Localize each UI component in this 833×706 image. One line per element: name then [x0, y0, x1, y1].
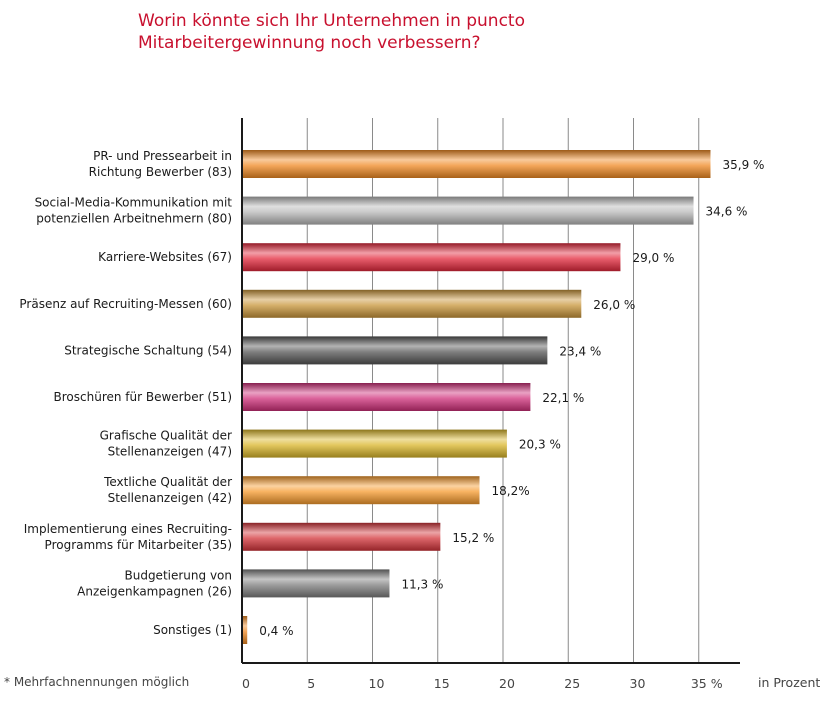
x-tick-label: 10 — [369, 676, 385, 691]
bar — [242, 289, 582, 318]
bar — [242, 476, 480, 505]
category-label: Broschüren für Bewerber (51) — [54, 390, 232, 404]
category-label: Richtung Bewerber (83) — [89, 165, 232, 179]
category-label: Textliche Qualität der — [103, 475, 232, 489]
category-label: Präsenz auf Recruiting-Messen (60) — [19, 297, 232, 311]
data-label: 23,4 % — [559, 344, 601, 358]
bar — [242, 383, 531, 411]
category-label: Budgetierung von — [124, 568, 232, 582]
category-label: Strategische Schaltung (54) — [64, 343, 232, 357]
bars — [242, 150, 711, 644]
x-tick-label: 0 — [242, 676, 250, 691]
bar — [242, 243, 621, 272]
data-label: 34,6 % — [706, 205, 748, 219]
data-label: 20,3 % — [519, 438, 561, 452]
chart-title: Worin könnte sich Ihr Unternehmen in pun… — [138, 10, 738, 54]
bar — [242, 616, 248, 644]
footnote: * Mehrfachnennungen möglich — [4, 675, 190, 689]
bar — [242, 522, 441, 551]
bar — [242, 196, 694, 225]
bar — [242, 569, 390, 598]
title-line-2: Mitarbeitergewinnung noch verbessern? — [138, 33, 481, 53]
bar — [242, 336, 548, 365]
x-tick-label: 25 — [564, 676, 580, 691]
data-label: 11,3 % — [401, 577, 443, 591]
category-label: Grafische Qualität der — [100, 429, 232, 443]
data-label: 29,0 % — [632, 251, 674, 265]
bar — [242, 429, 507, 458]
x-tick-label: 30 — [630, 676, 646, 691]
category-label: Stellenanzeigen (42) — [108, 491, 232, 505]
category-label: Stellenanzeigen (47) — [108, 445, 232, 459]
title-line-1: Worin könnte sich Ihr Unternehmen in pun… — [138, 11, 525, 31]
x-tick-label: 35 % — [691, 676, 723, 691]
data-label: 18,2% — [492, 484, 530, 498]
data-label: 0,4 % — [259, 624, 293, 638]
x-tick-label: 5 — [307, 676, 315, 691]
x-tick-label: 15 — [434, 676, 450, 691]
x-tick-label: 20 — [499, 676, 515, 691]
data-label: 22,1 % — [542, 391, 584, 405]
data-label: 35,9 % — [722, 158, 764, 172]
category-label: Karriere-Websites (67) — [98, 250, 232, 264]
data-label: 26,0 % — [593, 298, 635, 312]
category-label: Social-Media-Kommunikation mit — [35, 196, 233, 210]
category-label: Programms für Mitarbeiter (35) — [45, 538, 232, 552]
axes — [241, 118, 740, 664]
category-label: Anzeigenkampagnen (26) — [77, 584, 232, 598]
labels: 35,9 % PR- und Pressearbeit in Richtung Be… — [19, 149, 764, 691]
x-axis-unit-label: in Prozent — [758, 675, 821, 690]
bar — [242, 150, 711, 178]
category-label: Sonstiges (1) — [153, 623, 232, 637]
data-label: 15,2 % — [452, 531, 494, 545]
category-label: Implementierung eines Recruiting- — [24, 522, 232, 536]
category-label: potenziellen Arbeitnehmern (80) — [36, 212, 232, 226]
category-label: PR- und Pressearbeit in — [93, 149, 232, 163]
